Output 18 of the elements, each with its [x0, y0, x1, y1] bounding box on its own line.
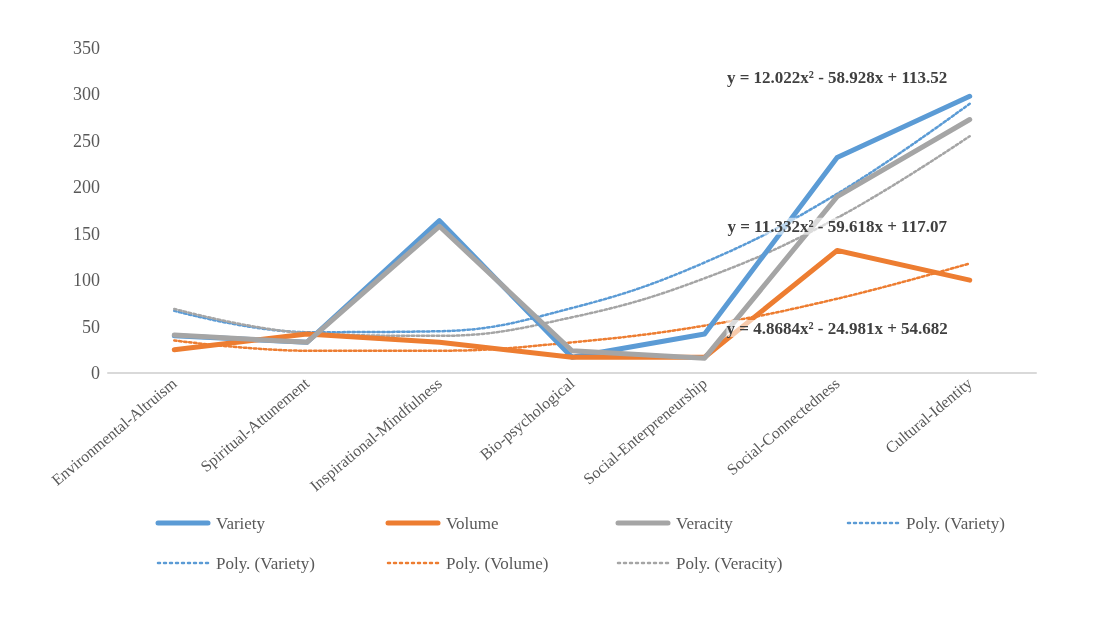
y-tick-label: 250 [73, 130, 100, 151]
legend-label: Poly. (Variety) [216, 553, 315, 573]
y-tick-label: 0 [91, 363, 100, 383]
legend-label: Veracity [676, 513, 734, 533]
y-tick-label: 150 [73, 223, 100, 244]
y-tick-label: 300 [73, 84, 100, 105]
legend-label: Volume [446, 513, 499, 533]
y-tick-label: 350 [73, 38, 100, 58]
legend-label: Poly. (Volume) [446, 553, 549, 573]
y-tick-label: 200 [73, 177, 100, 198]
annotation: y = 11.332x² - 59.618x + 117.07 [727, 216, 948, 236]
annotation: y = 12.022x² - 58.928x + 113.52 [726, 68, 948, 88]
legend-label: Poly. (Veracity) [676, 553, 783, 573]
y-tick-label: 100 [73, 270, 100, 291]
legend-label: Poly. (Variety) [906, 513, 1005, 533]
y-tick-label: 50 [82, 316, 100, 337]
annotation: y = 4.8684x² - 24.981x + 54.682 [726, 318, 948, 338]
legend-label: Variety [216, 513, 266, 533]
